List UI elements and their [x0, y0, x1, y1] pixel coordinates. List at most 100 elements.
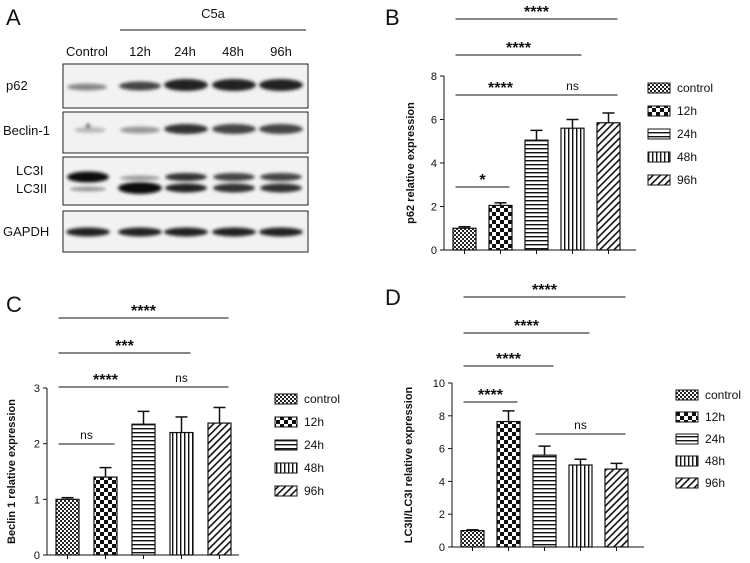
bar-control — [55, 498, 80, 556]
legend-label: 24h — [304, 438, 324, 452]
western-blot-panel: C5a Control 12h 24h 48h 96h p62 Beclin-1… — [3, 6, 309, 253]
legend-label: 96h — [304, 484, 324, 498]
legend-label: 48h — [705, 454, 725, 468]
legend-label: 24h — [677, 127, 697, 141]
bar-24h — [524, 139, 549, 251]
y-tick-label: 2 — [34, 439, 40, 451]
significance-label: ns — [80, 428, 93, 442]
y-tick-label: 6 — [431, 115, 437, 127]
legend-label: control — [705, 388, 741, 402]
bar-96h — [604, 468, 629, 548]
bar-48h — [560, 127, 585, 251]
significance-label: **** — [478, 387, 504, 404]
legend-label: 24h — [705, 432, 725, 446]
legend-swatch — [274, 439, 298, 451]
legend-swatch — [647, 128, 671, 140]
lane-label-96h: 96h — [270, 44, 292, 59]
treatment-label: C5a — [201, 6, 226, 21]
blot-bands-gapdh — [66, 227, 303, 237]
significance-label: **** — [496, 351, 522, 368]
bar-control — [452, 227, 477, 251]
bar-12h — [488, 204, 513, 251]
legend-swatch — [647, 105, 671, 117]
y-tick-label: 1 — [34, 494, 40, 506]
bar-control — [460, 529, 485, 548]
bar-12h — [93, 476, 118, 556]
legend-label: 96h — [677, 173, 697, 187]
y-tick-label: 6 — [439, 444, 445, 456]
y-tick-label: 0 — [34, 550, 40, 562]
bar-96h — [596, 122, 621, 251]
significance-label: **** — [532, 282, 558, 299]
panel-letter-a: A — [6, 5, 21, 30]
significance-label: **** — [524, 4, 550, 21]
legend-label: 96h — [705, 476, 725, 490]
legend-swatch — [274, 393, 298, 405]
significance-label: **** — [514, 318, 540, 335]
panel-letter-b: B — [385, 5, 400, 30]
y-tick-label: 4 — [431, 158, 437, 170]
significance-label: ns — [574, 418, 587, 432]
legend-label: 12h — [705, 410, 725, 424]
significance-label: *** — [115, 338, 134, 355]
row-label-lc3ii: LC3II — [16, 181, 47, 196]
legend-swatch — [647, 151, 671, 163]
significance-label: **** — [488, 80, 514, 97]
row-label-beclin: Beclin-1 — [3, 123, 50, 138]
lane-label-12h: 12h — [129, 44, 151, 59]
legend-swatch — [274, 416, 298, 428]
bar-24h — [532, 454, 557, 548]
bar-48h — [169, 431, 194, 556]
row-label-p62: p62 — [6, 78, 28, 93]
legend-swatch — [647, 174, 671, 186]
bar-48h — [568, 464, 593, 548]
blot-strip-lc3 — [62, 156, 309, 206]
significance-label: **** — [131, 303, 157, 320]
legend-label: 48h — [677, 150, 697, 164]
blot-bands-p62 — [67, 79, 303, 91]
blot-bands-lc3 — [67, 171, 302, 194]
legend-swatch — [675, 433, 699, 445]
bar-24h — [131, 423, 156, 556]
row-label-gapdh: GAPDH — [3, 224, 49, 239]
significance-label: * — [479, 172, 486, 189]
bar-96h — [207, 422, 232, 556]
y-tick-label: 2 — [431, 202, 437, 214]
significance-label: **** — [506, 40, 532, 57]
y-tick-label: 3 — [34, 383, 40, 395]
panel-letter-c: C — [6, 292, 22, 317]
y-tick-label: 8 — [439, 411, 445, 423]
legend-label: control — [304, 392, 340, 406]
y-axis-label: LC3II/LC3I relative expression — [403, 386, 415, 543]
legend-label: control — [677, 81, 713, 95]
y-tick-label: 2 — [439, 509, 445, 521]
significance-label: ns — [175, 371, 188, 385]
bar-12h — [496, 420, 521, 548]
y-tick-label: 8 — [431, 71, 437, 83]
y-axis-label: Beclin 1 relative expression — [6, 399, 18, 544]
significance-label: **** — [93, 372, 119, 389]
legend-label: 48h — [304, 461, 324, 475]
y-axis-label: p62 relative expression — [405, 102, 417, 224]
lane-label-24h: 24h — [174, 44, 196, 59]
legend-swatch — [675, 411, 699, 423]
lane-label-48h: 48h — [222, 44, 244, 59]
row-label-lc3i: LC3I — [16, 163, 43, 178]
legend-swatch — [675, 455, 699, 467]
panel-letter-d: D — [385, 285, 401, 310]
significance-label: ns — [566, 79, 579, 93]
legend-swatch — [274, 462, 298, 474]
legend-label: 12h — [304, 415, 324, 429]
chart-beclin1: 0 1 2 3 Beclin 1 relative expression ns **** ns… — [6, 303, 340, 562]
y-tick-label: 10 — [433, 378, 445, 390]
lane-label-control: Control — [66, 44, 108, 59]
chart-lc3-ratio: 0 2 4 6 8 10 LC3II/LC3I relative expression ***… — [403, 282, 741, 554]
legend-swatch — [675, 389, 699, 401]
legend-swatch — [274, 485, 298, 497]
y-tick-label: 4 — [439, 476, 445, 488]
y-tick-label: 0 — [431, 245, 437, 257]
legend-swatch — [675, 477, 699, 489]
legend-swatch — [647, 82, 671, 94]
